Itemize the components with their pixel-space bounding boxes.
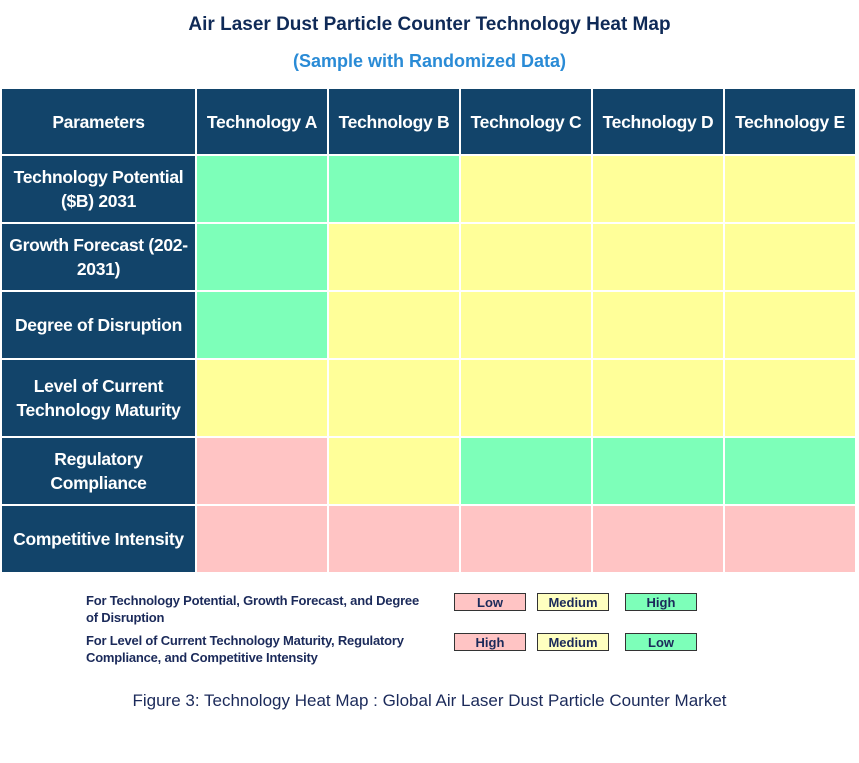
heatmap-cell	[593, 292, 723, 358]
legend-swatch: Low	[625, 633, 697, 651]
chart-title: Air Laser Dust Particle Counter Technolo…	[188, 14, 671, 35]
legend-swatch: High	[454, 633, 526, 651]
legend-swatch: Medium	[537, 633, 609, 651]
heatmap-cell	[461, 506, 591, 572]
heatmap-cell	[725, 156, 855, 222]
column-header: Technology C	[461, 89, 591, 154]
row-label: Regulatory Compliance	[2, 438, 195, 504]
row-label: Degree of Disruption	[2, 292, 195, 358]
legend-text-2: For Level of Current Technology Maturity…	[86, 633, 404, 665]
heatmap-cell	[593, 156, 723, 222]
heatmap-cell	[197, 360, 327, 436]
heatmap-cell	[593, 438, 723, 504]
heatmap-cell	[725, 360, 855, 436]
legend-swatch: High	[625, 593, 697, 611]
heatmap-cell	[725, 506, 855, 572]
heatmap-cell	[197, 156, 327, 222]
column-header: Technology E	[725, 89, 855, 154]
heatmap-cell	[197, 506, 327, 572]
heatmap-cell	[461, 292, 591, 358]
row-label: Competitive Intensity	[2, 506, 195, 572]
heatmap-cell	[197, 438, 327, 504]
heatmap-cell	[197, 292, 327, 358]
heatmap-cell	[593, 224, 723, 290]
heatmap-cell	[461, 438, 591, 504]
figure-caption: Figure 3: Technology Heat Map : Global A…	[132, 691, 727, 710]
legend-swatch: Low	[454, 593, 526, 611]
legend-swatch: Medium	[537, 593, 609, 611]
heatmap-cell	[329, 224, 459, 290]
column-header: Technology B	[329, 89, 459, 154]
heatmap-cell	[725, 438, 855, 504]
row-label: Technology Potential ($B) 2031	[2, 156, 195, 222]
heatmap-cell	[329, 506, 459, 572]
heatmap-cell	[461, 224, 591, 290]
heatmap-cell	[593, 360, 723, 436]
chart-subtitle: (Sample with Randomized Data)	[292, 51, 567, 71]
row-label: Growth Forecast (202-2031)	[2, 224, 195, 290]
heatmap-cell	[329, 438, 459, 504]
heatmap-cell	[725, 292, 855, 358]
legend-text-1: For Technology Potential, Growth Forecas…	[86, 593, 419, 625]
column-header: Technology A	[197, 89, 327, 154]
heatmap-cell	[593, 506, 723, 572]
heatmap-cell	[329, 292, 459, 358]
heatmap-cell	[461, 156, 591, 222]
column-header: Technology D	[593, 89, 723, 154]
row-label: Level of Current Technology Maturity	[2, 360, 195, 436]
heatmap-cell	[197, 224, 327, 290]
heatmap-cell	[461, 360, 591, 436]
heatmap-cell	[725, 224, 855, 290]
heatmap-cell	[329, 156, 459, 222]
heatmap-cell	[329, 360, 459, 436]
header-parameters: Parameters	[2, 89, 195, 154]
